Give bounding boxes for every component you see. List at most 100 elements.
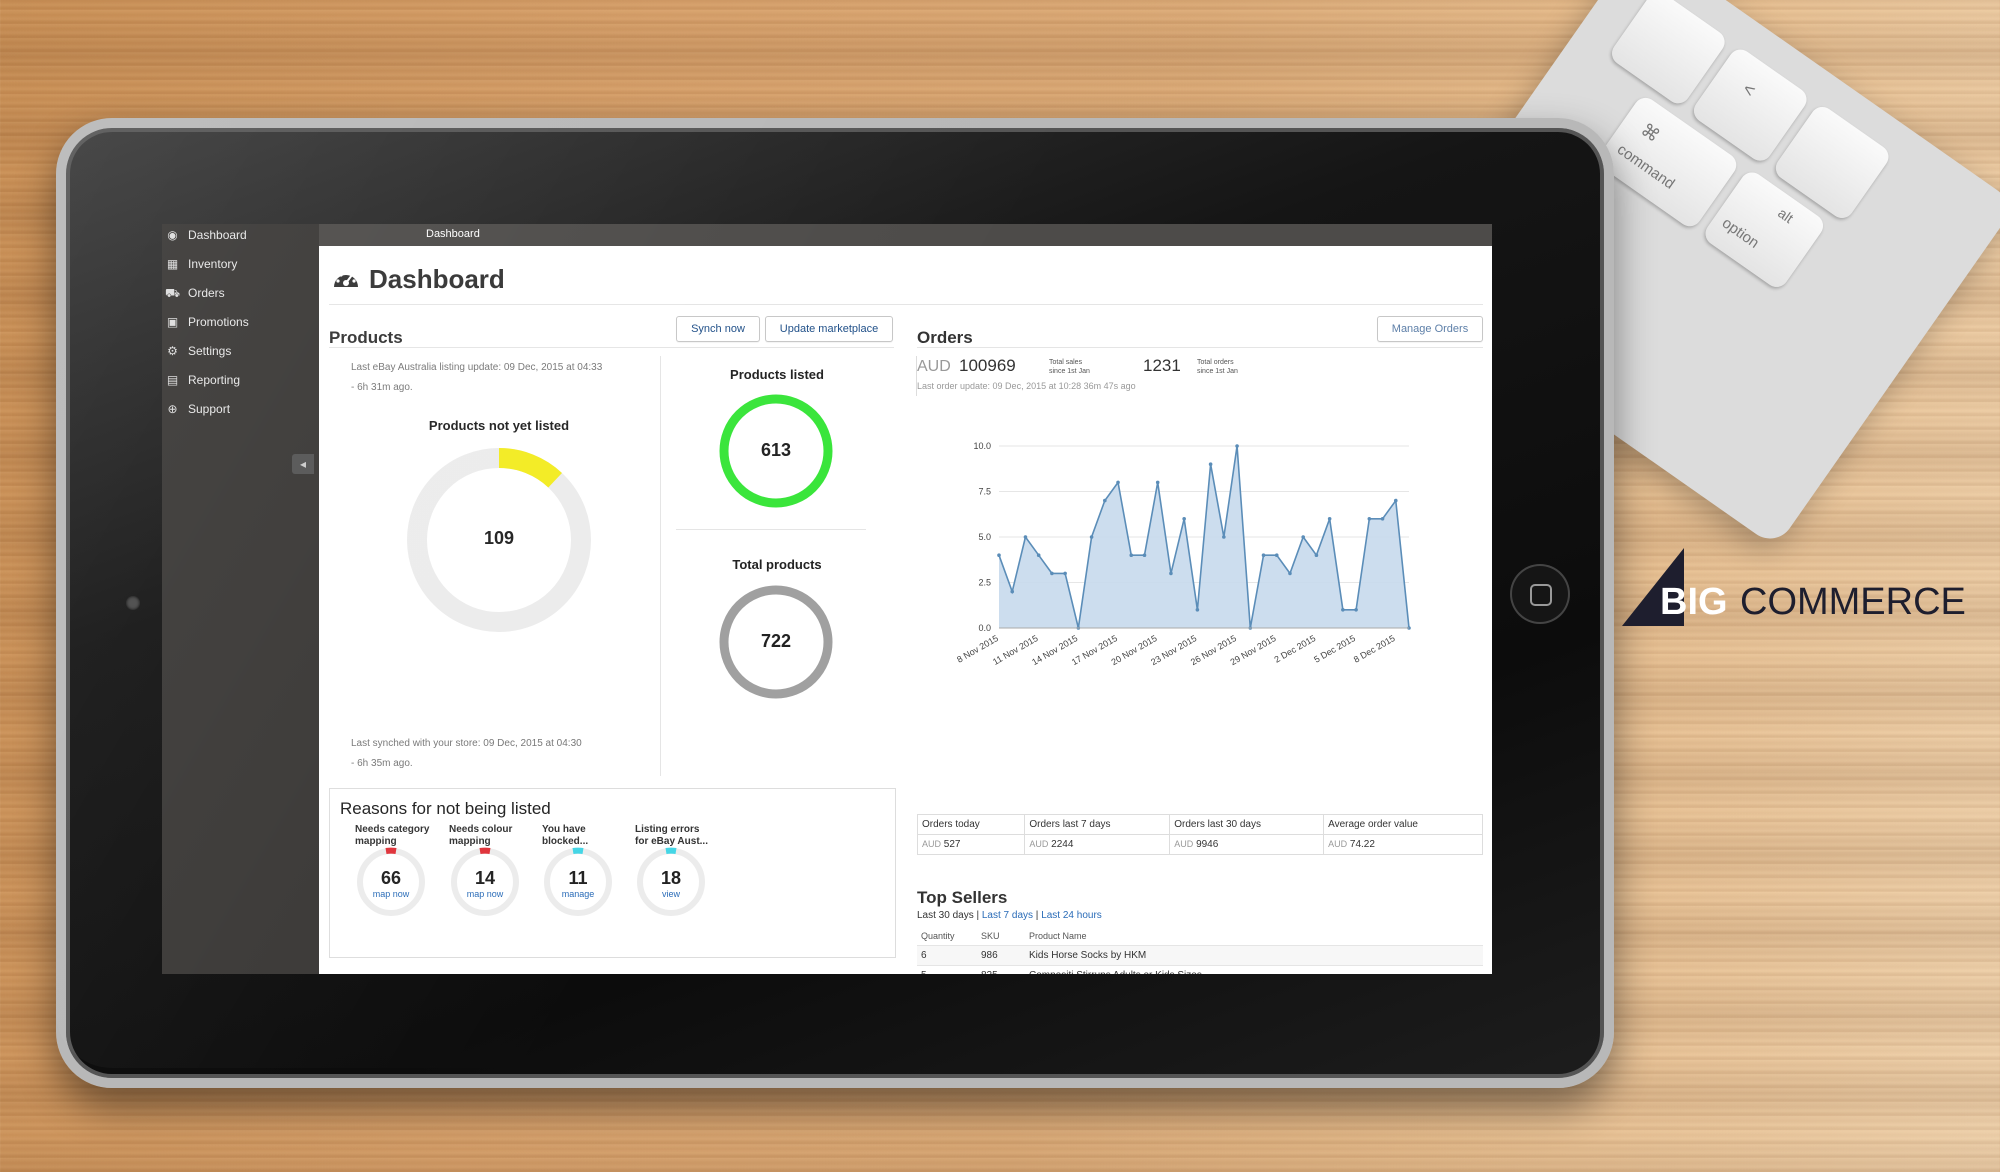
series-line — [998, 445, 1410, 629]
collapse-sidebar-button[interactable]: ◂ — [292, 454, 314, 474]
reason-label-line2: for eBay Aust... — [635, 836, 708, 847]
table-icon: ▦ — [166, 256, 179, 271]
reason-action-link[interactable]: view — [661, 889, 680, 899]
divider — [329, 304, 1483, 305]
manage-orders-button[interactable]: Manage Orders — [1377, 316, 1483, 342]
not-listed-value: 109 — [483, 528, 515, 548]
home-button[interactable] — [1510, 564, 1570, 624]
reason-action-link[interactable]: map now — [372, 889, 410, 899]
stats-header: Orders last 30 days — [1169, 814, 1325, 835]
orders-heading: Orders — [917, 328, 973, 347]
table-row[interactable]: 5 825 Compositi Stirrups Adults or Kids … — [917, 965, 1483, 974]
reason-label: You have blocked... — [542, 824, 588, 848]
listed-title: Products listed — [730, 367, 824, 382]
reason-label-line2: mapping — [449, 836, 491, 847]
tab-bar: Dashboard — [319, 224, 1492, 246]
data-point — [1327, 517, 1332, 521]
product-name-cell: Kids Horse Socks by HKM — [1025, 945, 1483, 966]
data-point — [1063, 571, 1067, 576]
reason-label: Listing errors for eBay Aust... — [635, 824, 708, 848]
data-point — [1341, 608, 1345, 612]
tablet-frame: ◉ Dashboard ▦ Inventory ⛟ Orders ▣ Promo… — [56, 118, 1614, 1088]
dashboard-icon — [334, 273, 358, 287]
total-orders-label-line1: Total orders — [1197, 359, 1234, 366]
average-order-value: 74.22 — [1349, 839, 1375, 850]
sidebar-item-dashboard[interactable]: ◉ Dashboard — [165, 224, 246, 246]
reason-action-link[interactable]: map now — [466, 889, 504, 899]
data-point — [1010, 589, 1015, 594]
total-sales-label: Total sales since 1st Jan — [1049, 358, 1090, 376]
sidebar-item-inventory[interactable]: ▦ Inventory — [165, 253, 238, 275]
reason-ring — [544, 847, 612, 916]
reason-ring — [637, 847, 705, 916]
ring-arc — [407, 448, 591, 632]
camera-icon — [126, 596, 140, 610]
vertical-divider — [660, 356, 661, 776]
sidebar-item-reporting[interactable]: ▤ Reporting — [165, 369, 240, 391]
orders-7-days-value: 2244 — [1051, 839, 1074, 850]
filter-7-days-link[interactable]: Last 7 days — [981, 910, 1034, 921]
data-point — [1274, 553, 1279, 557]
sidebar-item-label: Settings — [188, 344, 232, 358]
lifebuoy-icon: ⊕ — [167, 401, 178, 416]
data-point — [1050, 571, 1054, 576]
data-point — [1169, 571, 1173, 576]
not-listed-title: Products not yet listed — [428, 418, 570, 433]
logo-big: BIG — [1660, 581, 1728, 623]
update-marketplace-button[interactable]: Update marketplace — [765, 316, 893, 342]
x-tick-label: 5 Dec 2015 — [1312, 633, 1357, 665]
filter-24-hours-link[interactable]: Last 24 hours — [1041, 910, 1102, 921]
data-point — [1367, 517, 1372, 521]
filter-30-days[interactable]: Last 30 days — [917, 910, 974, 921]
sidebar-item-label: Support — [188, 402, 231, 416]
main-content: Dashboard Products Synch now Update mark… — [319, 246, 1492, 974]
reason-label: Needs category mapping — [355, 824, 429, 848]
total-orders-label: Total orders since 1st Jan — [1197, 358, 1238, 376]
not-listed-ring — [407, 448, 591, 632]
last-order-update: Last order update: 09 Dec, 2015 at 10:28… — [917, 381, 1136, 391]
total-ring — [719, 585, 833, 699]
sidebar-item-orders[interactable]: ⛟ Orders — [165, 282, 225, 304]
arrow-left-icon: ◂ — [299, 457, 307, 471]
total-sales-label-line2: since 1st Jan — [1049, 368, 1090, 375]
data-point — [1023, 535, 1028, 539]
tab-dashboard[interactable]: Dashboard — [426, 228, 480, 240]
total-value: 722 — [760, 631, 792, 651]
gears-icon: ⚙ — [167, 343, 178, 358]
sidebar-item-promotions[interactable]: ▣ Promotions — [165, 311, 249, 333]
book-icon: ▤ — [166, 372, 179, 387]
app-screen: ◉ Dashboard ▦ Inventory ⛟ Orders ▣ Promo… — [162, 224, 1492, 974]
data-point — [1380, 517, 1385, 521]
total-title: Total products — [732, 557, 822, 572]
synch-now-button[interactable]: Synch now — [676, 316, 760, 342]
last-synch-text: Last synched with your store: 09 Dec, 20… — [351, 738, 582, 749]
y-tick-label: 5.0 — [978, 532, 991, 542]
stats-currency: AUD — [1328, 839, 1348, 849]
data-point — [1288, 571, 1292, 576]
top-sellers-table: Quantity SKU Product Name 6 986 Kids Hor… — [917, 926, 1483, 974]
table-header-row: Quantity SKU Product Name — [917, 926, 1483, 946]
total-orders-value: 1231 — [1143, 356, 1181, 375]
stats-header: Orders last 7 days — [1024, 814, 1171, 835]
data-point — [1393, 498, 1398, 503]
reason-label-line1: Listing errors — [635, 824, 700, 835]
sidebar-item-settings[interactable]: ⚙ Settings — [165, 340, 231, 362]
reason-label-line2: blocked... — [542, 836, 589, 847]
data-point — [997, 553, 1001, 557]
reason-action-link[interactable]: manage — [561, 889, 595, 899]
stats-currency: AUD — [1029, 839, 1049, 849]
stats-header: Orders today — [916, 814, 1026, 835]
data-point — [1222, 535, 1226, 539]
sidebar-item-support[interactable]: ⊕ Support — [165, 398, 230, 420]
data-point — [1354, 608, 1358, 612]
table-row[interactable]: 6 986 Kids Horse Socks by HKM — [917, 945, 1483, 966]
logo-commerce: COMMERCE — [1740, 581, 1966, 623]
data-point — [1036, 553, 1041, 557]
reasons-heading: Reasons for not being listed — [340, 799, 551, 818]
page-title: Dashboard — [369, 264, 505, 294]
data-point — [1314, 553, 1319, 557]
stats-cell: AUD 9946 — [1169, 834, 1325, 855]
stats-currency: AUD — [1174, 839, 1194, 849]
reason-label-line1: Needs colour — [449, 824, 513, 835]
